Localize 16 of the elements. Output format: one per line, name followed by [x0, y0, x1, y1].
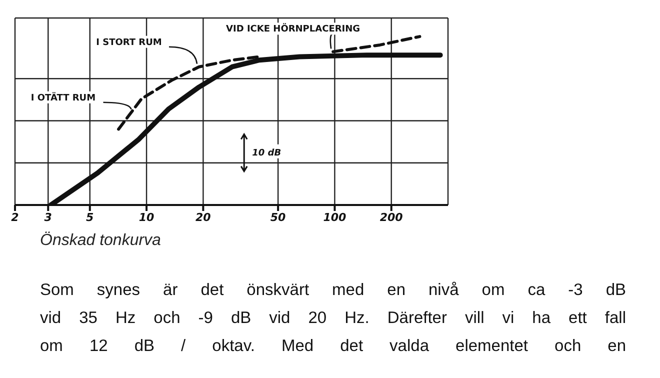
- annotation: 10 dB: [252, 148, 282, 158]
- text: Som synes är det önskvärt med en nivå om ca -3 dB: [40, 280, 626, 301]
- x-tick-label: 3: [44, 210, 52, 224]
- x-tick-label: 50: [270, 210, 286, 224]
- text: om 12 dB / oktav. Med det valda elementet och en: [40, 336, 626, 357]
- x-tick-label: 10: [138, 210, 155, 224]
- x-tick-label: 200: [380, 210, 404, 224]
- annotation: I STORT RUM: [96, 38, 162, 48]
- x-tick-label: 100: [323, 210, 347, 224]
- x-tick-label: 20: [196, 210, 212, 224]
- text: vid 35 Hz och -9 dB vid 20 Hz. Därefter vill vi ha ett fall: [40, 308, 626, 329]
- x-tick-label: 5: [86, 210, 94, 224]
- x-tick-label: 2: [11, 210, 20, 224]
- annotation: VID ICKE HÖRNPLACERING: [226, 22, 360, 35]
- annotation: I OTÄTT RUM: [30, 91, 96, 104]
- text: Önskad tonkurva: [40, 232, 162, 250]
